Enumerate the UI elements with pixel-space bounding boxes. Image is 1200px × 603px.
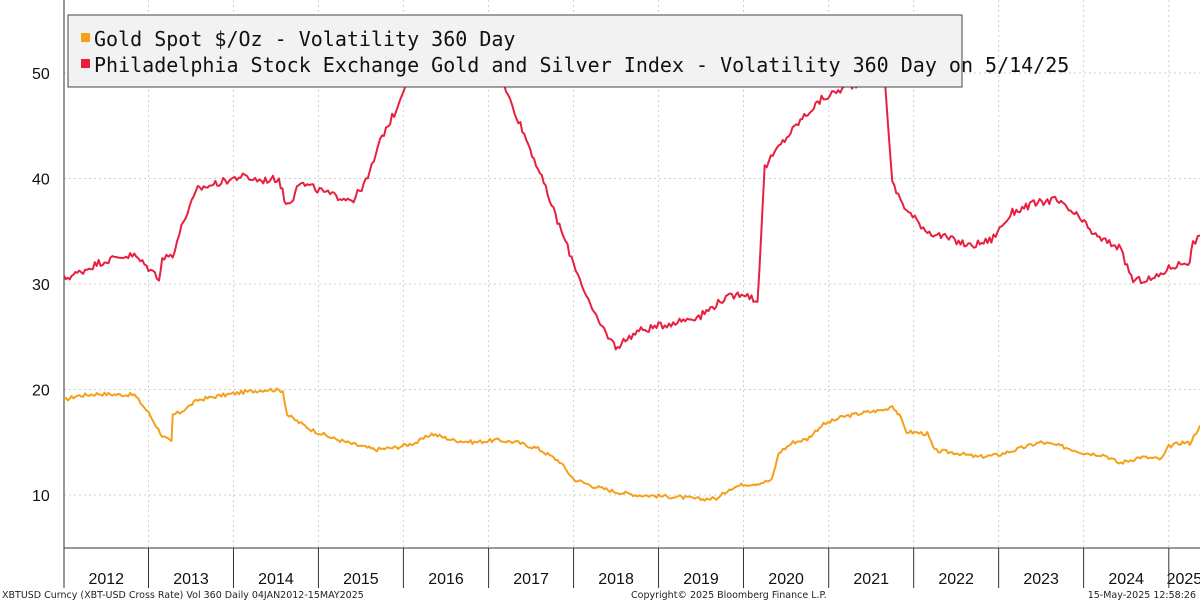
series-lines — [63, 49, 1200, 502]
y-tick-label: 10 — [32, 488, 50, 505]
x-tick-label: 2015 — [343, 571, 379, 588]
y-tick-label: 40 — [32, 172, 50, 189]
legend-label-xau: Philadelphia Stock Exchange Gold and Sil… — [94, 53, 1069, 77]
x-tick-label: 2012 — [88, 571, 124, 588]
legend: Gold Spot $/Oz - Volatility 360 Day Phil… — [67, 14, 1069, 88]
legend-swatch-xau — [81, 59, 90, 68]
x-tick-label: 2018 — [598, 571, 634, 588]
gridlines — [64, 0, 1200, 548]
footer-security-info: XBTUSD Curncy (XBT-USD Cross Rate) Vol 3… — [2, 590, 364, 601]
x-tick-label: 2020 — [768, 571, 804, 588]
y-axis: 10 20 30 40 50 — [32, 0, 65, 588]
y-tick-label: 30 — [32, 277, 50, 294]
footer-timestamp: 15-May-2025 12:58:26 — [1087, 590, 1196, 601]
gold-volatility-line — [63, 387, 1200, 502]
y-tick-label: 20 — [32, 383, 50, 400]
x-tick-label: 2019 — [683, 571, 719, 588]
footer-copyright: Copyright© 2025 Bloomberg Finance L.P. — [631, 590, 827, 601]
chart-footer: XBTUSD Curncy (XBT-USD Cross Rate) Vol 3… — [0, 588, 1200, 603]
legend-box — [67, 14, 963, 88]
x-tick-label: 2024 — [1108, 571, 1144, 588]
legend-swatch-gold — [81, 33, 90, 42]
x-tick-label: 2025 — [1167, 571, 1200, 588]
x-axis: 2012 2013 2014 2015 2016 2017 2018 2019 2020 2021… — [64, 547, 1200, 588]
legend-label-gold: Gold Spot $/Oz - Volatility 360 Day — [94, 27, 515, 51]
x-tick-label: 2017 — [513, 571, 549, 588]
x-tick-label: 2014 — [258, 571, 294, 588]
x-tick-label: 2013 — [173, 571, 209, 588]
xau-index-volatility-line — [63, 49, 1200, 351]
x-tick-label: 2021 — [853, 571, 889, 588]
x-tick-label: 2016 — [428, 571, 464, 588]
y-tick-label: 50 — [32, 66, 50, 83]
x-tick-label: 2023 — [1023, 571, 1059, 588]
x-tick-label: 2022 — [938, 571, 974, 588]
